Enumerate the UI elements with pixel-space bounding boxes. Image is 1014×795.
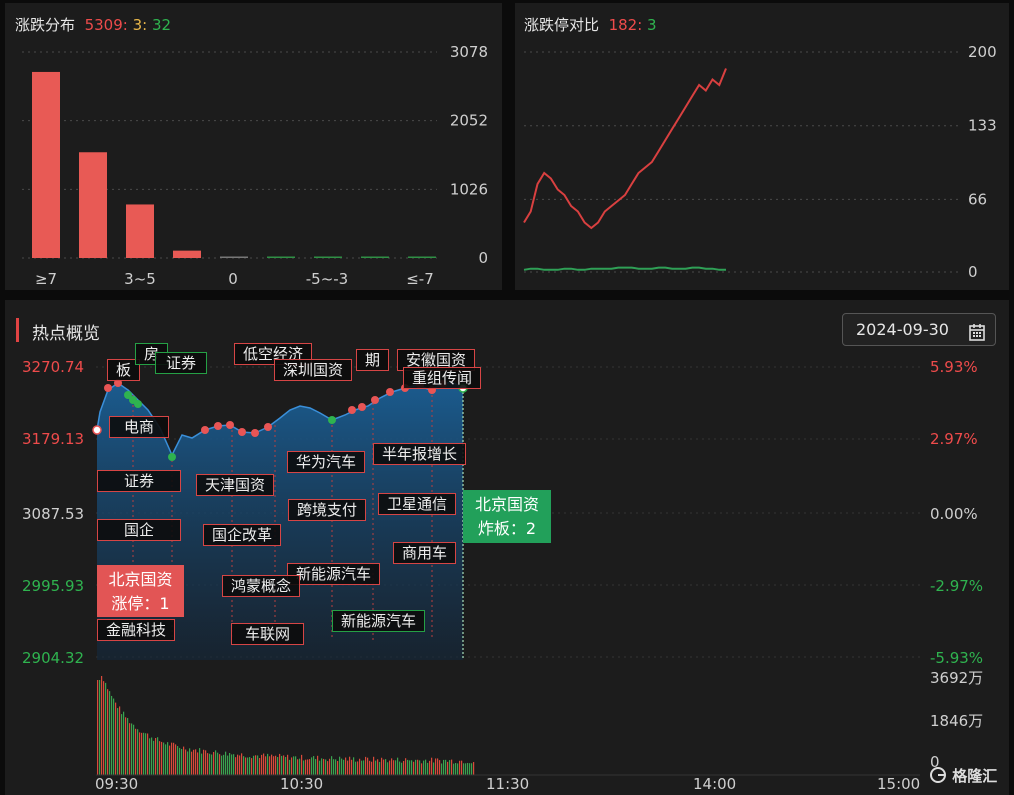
hot-tag[interactable]: 商用车 (393, 542, 457, 564)
date-picker[interactable]: 2024-09-30 (842, 313, 996, 346)
hot-tag[interactable]: 半年报增长 (373, 443, 467, 465)
left-axis-label: 3179.13 (22, 430, 85, 448)
flat-count: 3 (132, 16, 143, 34)
distribution-title: 涨跌分布 5309: 3: 32 (15, 14, 171, 35)
hot-tag[interactable]: 新能源汽车 (287, 563, 381, 585)
hot-tag[interactable]: 鸿蒙概念 (222, 575, 301, 597)
popup-line: 北京国资 (474, 495, 539, 514)
time-axis-label: 11:30 (486, 775, 530, 793)
right-axis-label: 0.00% (930, 505, 978, 523)
limit-up-popup: 北京国资 涨停：1 (97, 565, 184, 617)
left-axis-label: 3087.53 (22, 505, 85, 523)
limit-ratio-panel: 涨跌停对比 182: 3 (515, 3, 1009, 290)
limit-ratio-title-text: 涨跌停对比 (524, 16, 600, 34)
logo-text: 格隆汇 (952, 767, 998, 785)
volume-axis-label: 3692万 (930, 669, 984, 687)
time-axis-label: 15:00 (877, 775, 921, 793)
right-axis-label: 2.97% (930, 430, 978, 448)
hot-tag[interactable]: 卫星通信 (378, 493, 457, 515)
separator: : (637, 16, 643, 34)
title-accent-bar (16, 318, 19, 342)
right-axis-label: 5.93% (930, 358, 978, 376)
distribution-title-text: 涨跌分布 (15, 16, 76, 34)
left-axis-label: 3270.74 (22, 358, 85, 376)
date-value: 2024-09-30 (856, 320, 949, 339)
separator: : (122, 16, 128, 34)
hot-tag[interactable]: 国企 (97, 519, 182, 541)
hot-tag[interactable]: 板 (107, 359, 141, 381)
hot-tag[interactable]: 深圳国资 (274, 359, 353, 381)
limit-ratio-title: 涨跌停对比 182: 3 (524, 14, 657, 35)
limit-down-count: 3 (647, 16, 657, 34)
right-axis-label: -2.97% (930, 577, 984, 595)
gelonghui-logo: 格隆汇 (929, 765, 997, 786)
distribution-panel: 涨跌分布 5309: 3: 32 (5, 3, 502, 290)
hotspot-panel: 热点概览 (5, 300, 1009, 795)
hot-tag[interactable]: 证券 (97, 470, 182, 492)
hot-tag[interactable]: 天津国资 (196, 474, 275, 496)
volume-axis-label: 0 (930, 753, 940, 771)
left-axis-label: 2995.93 (22, 577, 85, 595)
time-axis-label: 14:00 (693, 775, 737, 793)
popup-line: 涨停：1 (111, 594, 170, 613)
rise-count: 5309 (84, 16, 123, 34)
fall-count: 32 (151, 16, 172, 34)
calendar-icon[interactable] (969, 320, 985, 341)
hot-tag[interactable]: 华为汽车 (287, 451, 366, 473)
hot-tag[interactable]: 重组传闻 (403, 367, 482, 389)
left-axis-label: 2904.32 (22, 649, 85, 667)
hot-tag[interactable]: 车联网 (231, 623, 305, 645)
broken-limit-popup: 北京国资 炸板：2 (463, 490, 551, 543)
popup-line: 炸板：2 (477, 519, 537, 538)
popup-line: 北京国资 (108, 570, 173, 589)
hot-tag[interactable]: 电商 (109, 416, 170, 438)
time-axis-label: 10:30 (280, 775, 324, 793)
hot-tag[interactable]: 国企改革 (203, 524, 282, 546)
right-axis-label: -5.93% (930, 649, 984, 667)
time-axis-label: 09:30 (95, 775, 139, 793)
hot-tag[interactable]: 安徽国资 (397, 349, 476, 371)
hotspot-title: 热点概览 (32, 324, 100, 344)
hot-tag[interactable]: 金融科技 (97, 619, 176, 641)
hot-tag[interactable]: 证券 (155, 352, 208, 374)
hot-tag[interactable]: 跨境支付 (288, 499, 367, 521)
hot-tag[interactable]: 期 (356, 349, 390, 371)
limit-up-count: 182 (608, 16, 638, 34)
separator: : (142, 16, 148, 34)
hot-tag[interactable]: 新能源汽车 (332, 610, 426, 632)
volume-axis-label: 1846万 (930, 712, 984, 730)
